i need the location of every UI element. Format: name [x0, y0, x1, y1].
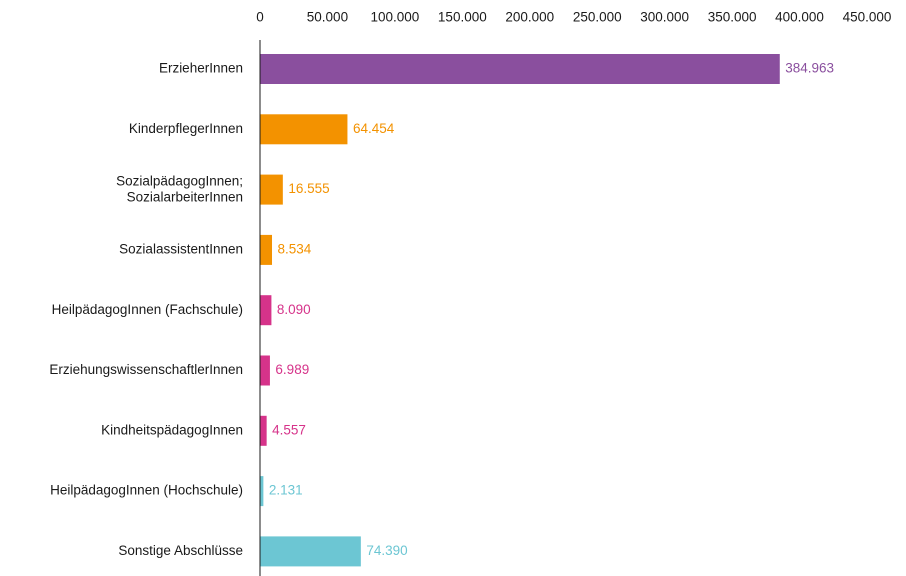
bar — [260, 114, 348, 145]
y-tick-label: KinderpflegerInnen — [129, 121, 243, 136]
y-tick-label: HeilpädagogInnen (Fachschule) — [52, 302, 243, 317]
value-label: 16.555 — [288, 181, 329, 196]
y-tick-label: HeilpädagogInnen (Hochschule) — [50, 483, 243, 498]
y-tick-label: ErzieherInnen — [159, 61, 243, 76]
x-tick-label: 250.000 — [573, 10, 622, 25]
x-tick-label: 400.000 — [775, 10, 824, 25]
value-label: 8.090 — [277, 302, 311, 317]
y-tick-label: Sonstige Abschlüsse — [118, 543, 243, 558]
bar — [260, 295, 272, 326]
bar — [260, 355, 270, 386]
value-label: 64.454 — [353, 121, 395, 136]
x-tick-label: 450.000 — [843, 10, 892, 25]
bar — [260, 476, 264, 507]
x-tick-label: 100.000 — [370, 10, 419, 25]
value-label: 4.557 — [272, 422, 306, 437]
x-tick-label: 50.000 — [307, 10, 348, 25]
y-tick-label: SozialassistentInnen — [119, 241, 243, 256]
value-label: 6.989 — [275, 362, 309, 377]
y-tick-label: SozialpädagogInnen; SozialarbeiterInnen — [116, 173, 243, 204]
bar — [260, 234, 273, 265]
value-label: 8.534 — [278, 241, 312, 256]
bar — [260, 174, 283, 205]
bar — [260, 536, 361, 567]
value-label: 74.390 — [366, 543, 407, 558]
bar — [260, 54, 780, 84]
x-tick-label: 200.000 — [505, 10, 554, 25]
x-tick-label: 350.000 — [708, 10, 757, 25]
value-label: 2.131 — [269, 483, 303, 498]
x-tick-label: 300.000 — [640, 10, 689, 25]
value-label: 384.963 — [785, 61, 834, 76]
y-tick-label: ErziehungswissenschaftlerInnen — [49, 362, 243, 377]
bar — [260, 415, 267, 446]
y-tick-label: KindheitspädagogInnen — [101, 422, 243, 437]
x-tick-label: 0 — [256, 10, 264, 25]
x-tick-label: 150.000 — [438, 10, 487, 25]
